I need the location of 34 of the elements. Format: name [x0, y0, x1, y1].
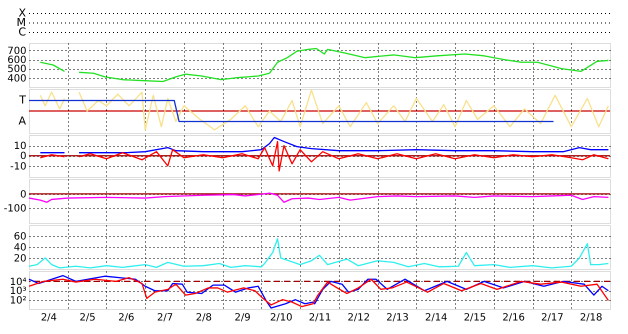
- x-tick-label: 2/15: [464, 312, 486, 324]
- y-tick-label: 10²: [10, 296, 26, 307]
- text: A: [18, 114, 26, 128]
- y-tick-label: -100: [4, 203, 26, 214]
- y-tick-label: 0: [20, 151, 26, 162]
- y-tick-label: 10³: [10, 286, 26, 298]
- x-tick-label: 2/7: [157, 312, 174, 324]
- x-tick-label: 2/9: [234, 312, 251, 324]
- text: T: [18, 94, 26, 107]
- x-tick-label: 2/13: [386, 312, 409, 324]
- y-tick-label: 40: [14, 242, 26, 254]
- y-tick-label: 20: [14, 254, 26, 264]
- x-tick-label: 2/18: [580, 312, 602, 324]
- x-tick-label: 2/10: [270, 312, 292, 324]
- x-tick-label: 2/5: [80, 312, 96, 324]
- y-tick-label: 700: [7, 46, 26, 57]
- y-tick-label: 10: [14, 141, 26, 152]
- y-tick-label: 0: [20, 189, 26, 200]
- text: C: [18, 26, 26, 38]
- x-tick-label: 2/16: [502, 312, 525, 324]
- y-tick-label: 600: [7, 55, 26, 66]
- y-tick-label: 500: [7, 64, 26, 76]
- x-tick-label: 2/11: [308, 312, 332, 324]
- x-tick-label: 2/14: [424, 312, 448, 324]
- x-tick-label: 2/17: [541, 312, 564, 324]
- y-tick-label: -10: [10, 161, 26, 172]
- x-tick-label: 2/8: [196, 312, 212, 324]
- text: X: [18, 6, 26, 20]
- y-tick-label: 10⁴: [10, 276, 26, 288]
- x-tick-label: 2/12: [348, 312, 370, 324]
- y-tick-label: 60: [14, 232, 26, 242]
- y-tick-label: 400: [7, 73, 26, 84]
- x-tick-label: 2/6: [118, 312, 134, 324]
- x-tick-label: 2/4: [40, 312, 57, 324]
